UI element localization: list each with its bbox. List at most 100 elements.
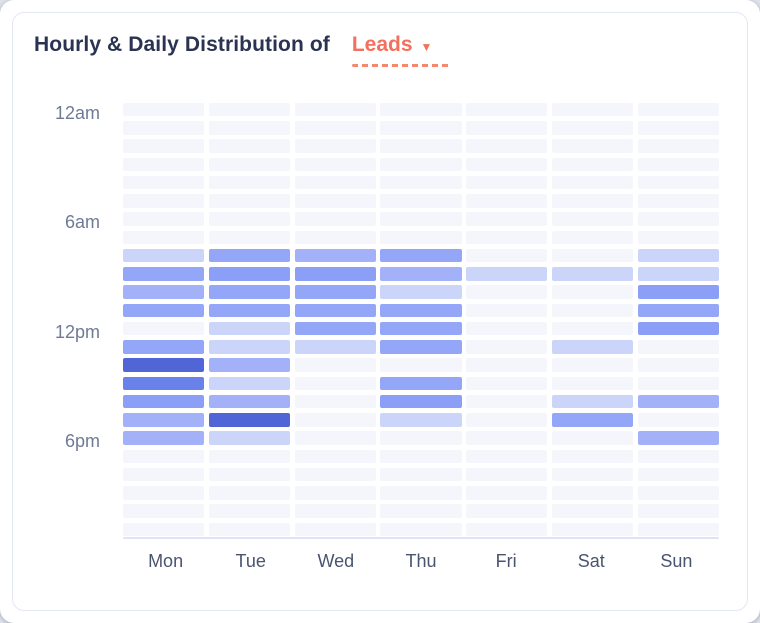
heatmap-cell <box>551 267 634 281</box>
heatmap-cell <box>466 376 548 391</box>
heatmap-cell <box>380 394 462 409</box>
heatmap-cell <box>208 175 291 190</box>
heatmap-cell <box>123 358 205 372</box>
heatmap-cell <box>466 340 548 354</box>
heatmap-cell <box>551 449 634 464</box>
heatmap-cell <box>551 212 634 226</box>
heatmap-cell <box>208 413 291 427</box>
heatmap-cell <box>294 175 376 190</box>
x-axis-label: Mon <box>148 550 184 571</box>
heatmap-cell <box>123 376 205 391</box>
y-axis-label: 12am <box>54 103 100 123</box>
heatmap-cell <box>637 194 719 208</box>
heatmap-cell <box>208 394 291 409</box>
heatmap-cell <box>380 175 462 190</box>
heatmap-cell <box>294 157 376 172</box>
heatmap-cell <box>637 431 719 445</box>
heatmap-cell <box>466 285 548 299</box>
heatmap-cell <box>551 413 634 427</box>
heatmap-cell <box>208 358 291 372</box>
heatmap-cell <box>208 267 291 281</box>
heatmap-cell <box>208 157 291 172</box>
heatmap-cell <box>123 303 205 318</box>
heatmap-cell <box>466 504 548 518</box>
heatmap-cell <box>294 248 376 263</box>
heatmap-cell <box>208 321 291 336</box>
heatmap-cell <box>208 285 291 299</box>
heatmap-cell <box>123 413 205 427</box>
heatmap-cell <box>294 413 376 427</box>
heatmap-cell <box>551 486 634 500</box>
heatmap-cell <box>466 248 548 263</box>
heatmap-cell <box>637 321 719 336</box>
heatmap-cell <box>294 504 376 518</box>
heatmap-cell <box>466 157 548 172</box>
x-axis-label: Wed <box>317 550 355 571</box>
heatmap-cell <box>551 285 634 299</box>
heatmap-cell <box>551 248 634 263</box>
heatmap-cell <box>208 121 291 135</box>
heatmap-cell <box>551 522 634 536</box>
heatmap-cell <box>551 431 634 445</box>
heatmap-cell <box>466 194 548 208</box>
heatmap-cell <box>466 212 548 226</box>
y-axis-label: 6am <box>64 212 100 233</box>
metric-dropdown[interactable]: Leads ▼ <box>351 33 449 67</box>
heatmap-cell <box>637 504 719 518</box>
heatmap-cell <box>466 175 548 190</box>
heatmap-cell <box>380 321 462 336</box>
heatmap-cell <box>123 522 205 536</box>
heatmap-cell <box>466 121 548 135</box>
heatmap-cell <box>294 358 376 372</box>
heatmap-cell <box>466 358 548 372</box>
heatmap-cell <box>637 522 719 536</box>
heatmap-cell <box>380 103 462 117</box>
heatmap-cell <box>637 394 719 409</box>
heatmap-cell <box>123 267 205 281</box>
heatmap-cell <box>637 467 719 482</box>
heatmap-cell <box>208 376 291 391</box>
x-axis-label: Fri <box>495 550 517 571</box>
heatmap-cell <box>637 486 719 500</box>
heatmap-cell <box>123 504 205 518</box>
heatmap-cell <box>466 139 548 153</box>
heatmap-cell <box>294 321 376 336</box>
heatmap-cell <box>637 358 719 372</box>
heatmap-cell <box>551 467 634 482</box>
heatmap-cell <box>123 194 205 208</box>
heatmap-cell <box>637 103 719 117</box>
heatmap-cell <box>637 139 719 153</box>
heatmap-cell <box>208 139 291 153</box>
heatmap-cell <box>551 303 634 318</box>
heatmap-cell <box>294 230 376 245</box>
dashed-underline <box>351 64 449 67</box>
heatmap-cell <box>380 267 462 281</box>
heatmap-cell <box>123 121 205 135</box>
heatmap-cell <box>294 431 376 445</box>
heatmap-cell <box>551 340 634 354</box>
x-axis-labels: Mon Tue Wed Thu Fri Sat Sun <box>123 549 719 573</box>
heatmap-cell <box>294 267 376 281</box>
heatmap-cell <box>294 522 376 536</box>
y-axis-label: 6pm <box>64 431 100 452</box>
heatmap-cell <box>380 212 462 226</box>
heatmap-cell <box>208 431 291 445</box>
heatmap-cell <box>208 194 291 208</box>
heatmap-cell <box>637 212 719 226</box>
heatmap-cell <box>123 230 205 245</box>
heatmap-cell <box>208 467 291 482</box>
heatmap-cell <box>380 194 462 208</box>
heatmap-cell <box>208 522 291 536</box>
heatmap-cell <box>551 194 634 208</box>
heatmap-cell <box>637 248 719 263</box>
heatmap-cell <box>551 394 634 409</box>
heatmap-cell <box>637 267 719 281</box>
heatmap-cell <box>380 358 462 372</box>
heatmap-cell <box>380 340 462 354</box>
heatmap-cell <box>380 413 462 427</box>
heatmap-cell <box>123 175 205 190</box>
chart-header: Hourly & Daily Distribution of Leads ▼ <box>34 33 449 67</box>
heatmap-cell <box>123 139 205 153</box>
y-axis-label: 12pm <box>54 321 100 342</box>
heatmap-cell <box>551 157 634 172</box>
